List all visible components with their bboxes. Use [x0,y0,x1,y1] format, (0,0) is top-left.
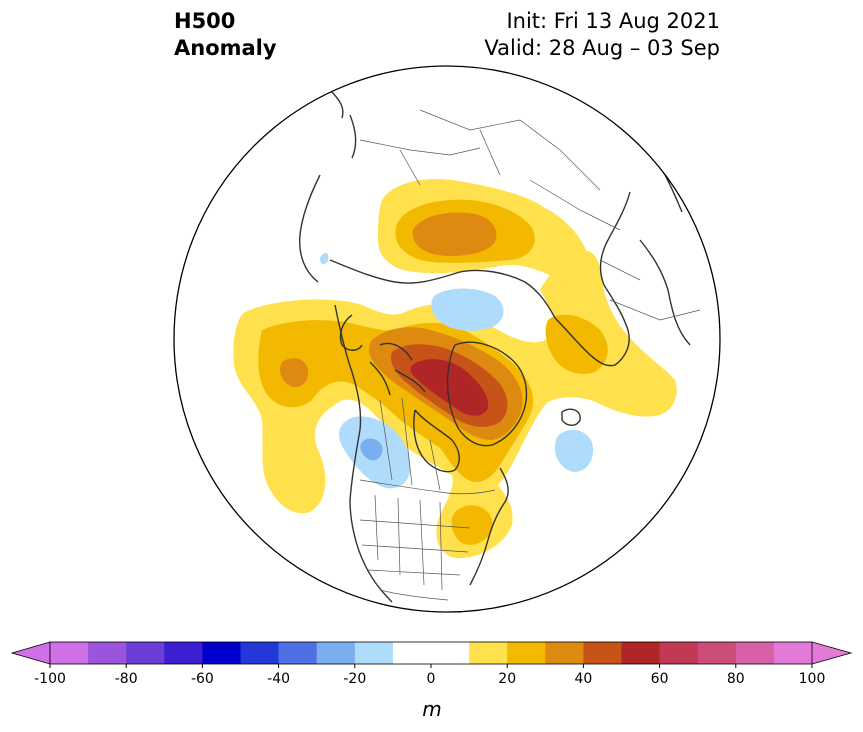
anomaly-fill-50-core [410,359,489,416]
colorbar-segment [88,642,127,664]
colorbar-tick-label: -100 [34,671,66,687]
colorbar-tick-label: 100 [799,671,826,687]
valid-range-label: Valid: 28 Aug – 03 Sep [484,36,720,60]
anomaly-fill-neg10-siberia [320,252,329,265]
colorbar-tick-label: -60 [191,671,214,687]
globe-outline [173,65,721,613]
coastline-east-us [469,467,509,586]
colorbar-segment [621,642,661,664]
border-eurasia [419,109,701,321]
colorbar-extend-high [811,641,853,665]
anomaly-fill-neg20-west [360,438,383,461]
title-right: Init: Fri 13 Aug 2021 Valid: 28 Aug – 03… [484,8,720,62]
colorbar-segment [773,642,813,664]
coastline-alaska [339,314,363,351]
colorbar-segment [583,642,622,664]
coastline-europe [554,191,631,367]
polar-map [173,65,721,613]
colorbar-segment [354,642,394,664]
anomaly-fill-30-pacific [280,358,309,388]
anomaly-fill-neg10-atlantic [554,429,594,472]
title-left: H500 Anomaly [174,8,277,62]
colorbar-segment [545,642,584,664]
colorbar-tick-label: -80 [115,671,138,687]
colorbar-segment [316,642,356,664]
colorbar-segment [126,642,165,664]
border-us-states [359,494,471,591]
colorbar-tick-label: 40 [574,671,592,687]
coastline-eurasia-north [329,259,556,319]
political-borders [359,109,701,601]
coastline-asia-east [298,174,321,283]
coastline-north-america-west [334,304,393,603]
border-canada-provinces [379,397,441,491]
colorbar-segment [469,642,508,664]
colorbar-segment [507,642,546,664]
colorbar-extend-low [10,641,51,665]
colorbar-tick-label: 20 [498,671,516,687]
colorbar-tick-label: 80 [727,671,745,687]
colorbar-tick-label: -20 [343,671,366,687]
colorbar-segment [164,642,203,664]
colorbar-segment [735,642,775,664]
coastline-greenland [446,341,528,447]
colorbar-tick-label: 0 [427,671,436,687]
colorbar: -100 -80 -60 -40 -20 0 20 40 60 80 100 m [10,641,853,721]
anomaly-contours [233,178,677,559]
colorbar-ticks: -100 -80 -60 -40 -20 0 20 40 60 80 100 [34,664,825,687]
coastline-arctic-archipelago [369,342,426,396]
init-date-label: Init: Fri 13 Aug 2021 [506,9,720,33]
border-mexico [379,589,449,601]
colorbar-unit-label: m [422,697,441,721]
colorbar-segment [240,642,280,664]
colorbar-segment [278,642,318,664]
colorbar-tick-label: -40 [267,671,290,687]
colorbar-segment [697,642,737,664]
anomaly-fill-20-us [451,505,493,545]
anomaly-fill-neg10-arctic [431,288,504,331]
border-us-canada [359,479,496,495]
coastline-hudson-bay [413,409,460,473]
colorbar-segments [10,641,853,665]
anomaly-fill-30-north [412,212,497,256]
colorbar-segment [202,642,241,664]
colorbar-segment [392,642,432,664]
coastline-japan [329,89,357,159]
anomaly-fill-20-east [545,314,608,375]
border-china [359,139,481,186]
map-title-type: Anomaly [174,36,277,60]
coastline-iceland [561,408,581,426]
colorbar-segment [431,642,470,664]
colorbar-segment [659,642,699,664]
map-title-field: H500 [174,9,236,33]
colorbar-segment [50,642,89,664]
colorbar-tick-label: 60 [651,671,669,687]
